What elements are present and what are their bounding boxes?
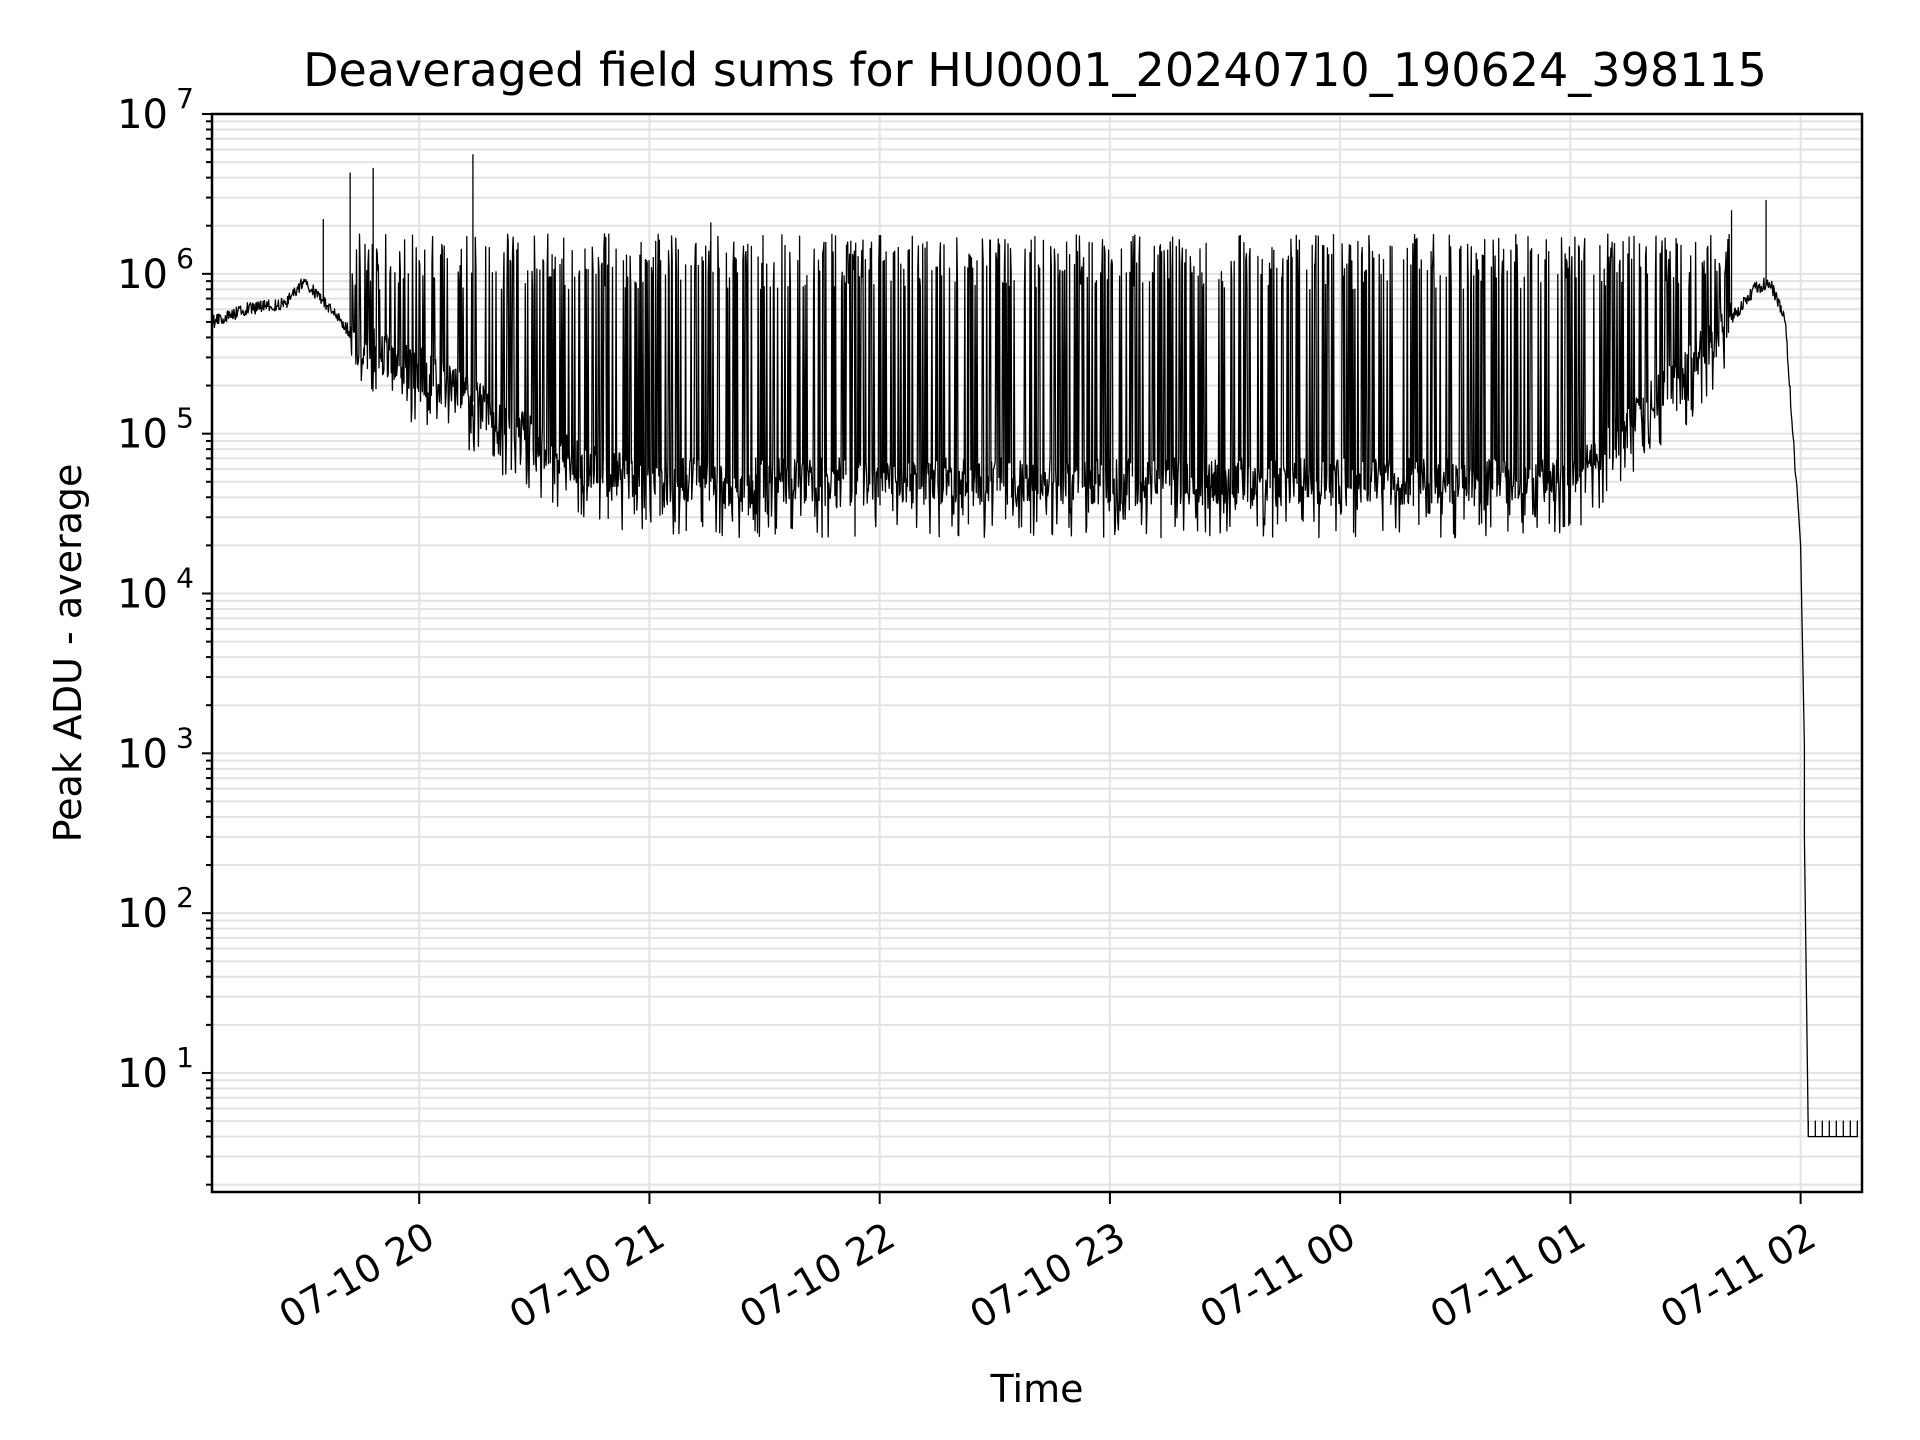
y-tick-label: 10 [117,891,168,937]
x-tick-label: 07-11 01 [1423,1214,1593,1338]
y-tick-label: 10 [117,731,168,777]
x-tick-label: 07-10 20 [272,1214,442,1338]
y-tick-exponent: 3 [176,721,194,754]
x-tick-label: 07-10 21 [502,1214,672,1338]
data-series [211,154,1858,1138]
y-tick-label: 10 [117,571,168,617]
x-tick-label: 07-11 02 [1653,1214,1823,1338]
y-axis-label: Peak ADU - average [46,464,90,843]
y-tick-label: 10 [117,1051,168,1097]
y-tick-label: 10 [117,92,168,138]
y-tick-label: 10 [117,252,168,298]
chart-title: Deaveraged field sums for HU0001_2024071… [303,43,1767,97]
grid [212,113,1862,1192]
x-tick-label: 07-10 22 [732,1214,902,1338]
y-tick-exponent: 7 [176,82,194,115]
series-line [211,233,1858,1138]
y-tick-exponent: 4 [176,561,194,594]
x-axis-label: Time [990,1367,1084,1411]
x-tick-label: 07-11 00 [1193,1214,1363,1338]
y-tick-exponent: 5 [176,402,194,435]
plot-frame [210,112,1864,1194]
y-tick-exponent: 6 [176,242,194,275]
x-axis: 07-10 20 07-10 21 07-10 22 07-10 23 07-11 00… [272,1192,1823,1337]
y-tick-exponent: 2 [176,881,194,914]
y-tick-label: 10 [117,412,168,458]
x-tick-label: 07-10 23 [962,1214,1132,1338]
y-tick-exponent: 1 [176,1041,194,1074]
